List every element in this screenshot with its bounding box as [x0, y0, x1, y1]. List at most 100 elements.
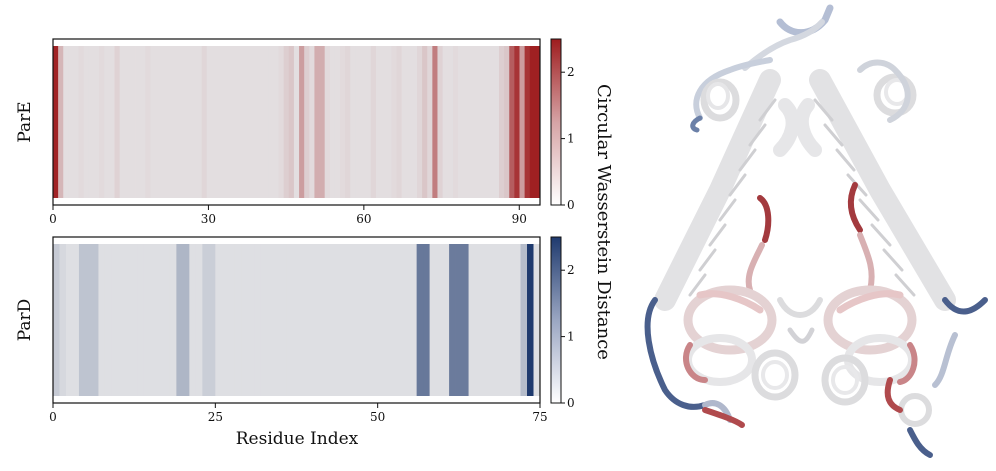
- pare-heatmap-cell: [268, 46, 274, 198]
- pare-x-tick-label: 0: [49, 212, 57, 226]
- pare-heatmap-cell: [365, 46, 372, 198]
- pard-heatmap-cell: [202, 244, 210, 396]
- pare-heatmap-cell: [452, 46, 459, 198]
- pare-heatmap-cell: [437, 46, 443, 198]
- pare-heatmap-cell: [176, 46, 182, 198]
- pard-heatmap-cell: [182, 244, 190, 396]
- pard-heatmap-cell: [306, 244, 314, 396]
- pard-heatmap-cell: [156, 244, 164, 396]
- pare-heatmap-cell: [196, 46, 203, 198]
- pare-heatmap-cell: [334, 46, 341, 198]
- pard-heatmap-cell: [91, 244, 99, 396]
- pare-x-tick-label: 90: [512, 212, 527, 226]
- pare-heatmap-cell: [63, 46, 69, 198]
- pard-heatmap-cell: [507, 244, 515, 396]
- pard-heatmap-cell: [130, 244, 138, 396]
- pare-heatmap-cell: [422, 46, 428, 198]
- pard-heatmap-cell: [143, 244, 151, 396]
- pare-heatmap-cell: [529, 46, 536, 198]
- pard-xlabel: Residue Index: [236, 429, 359, 449]
- pard-x-tick-label: 50: [370, 410, 385, 424]
- pare-heatmap-cell: [457, 46, 464, 198]
- pard-heatmap-cell: [481, 244, 489, 396]
- pare-heatmap-cell: [242, 46, 249, 198]
- pare-heatmap-cell: [498, 46, 505, 198]
- pard-heatmap-cell: [124, 244, 132, 396]
- pare-colorbar-tick-label: 2: [567, 65, 575, 79]
- pard-colorbar: [550, 236, 562, 404]
- pard-heatmap-cell: [384, 244, 392, 396]
- pare-heatmap-cell: [386, 46, 392, 198]
- pare-plot-frame: [52, 38, 541, 206]
- pare-heatmap-cell: [411, 46, 418, 198]
- pare-heatmap-cell: [273, 46, 279, 198]
- pare-heatmap-cell: [375, 46, 382, 198]
- pard-heatmap-cell: [436, 244, 443, 396]
- pard-heatmap-cells: [53, 244, 541, 396]
- pard-heatmap-cell: [65, 244, 73, 396]
- pare-heatmap-cell: [211, 46, 218, 198]
- pard-heatmap-cell: [462, 244, 469, 396]
- pare-heatmap-cell: [299, 46, 305, 198]
- pare-heatmap-cell: [350, 46, 356, 198]
- pare-heatmap-cell: [99, 46, 105, 198]
- pare-heatmap-cell: [247, 46, 254, 198]
- pard-heatmap-cell: [241, 244, 249, 396]
- pard-heatmap-cell: [351, 244, 359, 396]
- pard-heatmap-cell: [299, 244, 307, 396]
- pare-heatmap-cell: [206, 46, 213, 198]
- pare-heatmap-cell: [345, 46, 351, 198]
- pare-heatmap-cell: [519, 46, 526, 198]
- pare-heatmap-cell: [381, 46, 387, 198]
- pare-heatmap-cell: [483, 46, 490, 198]
- pare-heatmap-cell: [432, 46, 438, 198]
- pare-heatmap-cell: [355, 46, 361, 198]
- pare-heatmap-cell: [309, 46, 315, 198]
- pard-heatmap-cell: [286, 244, 294, 396]
- pard-heatmap-cell: [208, 244, 216, 396]
- pare-heatmap-cell: [396, 46, 402, 198]
- pare-heatmap-cell: [288, 46, 295, 198]
- pare-heatmap-cell: [263, 46, 269, 198]
- pard-heatmap-cell: [449, 244, 456, 396]
- pare-heatmap-cell: [416, 46, 423, 198]
- pard-heatmap-cell: [527, 244, 534, 396]
- pare-heatmap-cell: [329, 46, 336, 198]
- pard-heatmap-cell: [468, 244, 476, 396]
- pare-colorbar: [550, 38, 562, 206]
- pare-heatmap-cell: [83, 46, 90, 198]
- pard-heatmap-cell: [195, 244, 203, 396]
- pard-heatmap-cell: [390, 244, 398, 396]
- pard-colorbar-tick-label: 0: [567, 396, 575, 410]
- pare-heatmap-cell: [427, 46, 433, 198]
- pare-heatmap-cell: [314, 46, 320, 198]
- pard-heatmap-cell: [423, 244, 431, 396]
- pare-colorbar-ticks: 0 1 2: [561, 65, 575, 212]
- pare-heatmap-cell: [324, 46, 331, 198]
- pard-heatmap-cell: [345, 244, 353, 396]
- pard-heatmap-cell: [377, 244, 385, 396]
- pare-heatmap-cell: [252, 46, 259, 198]
- pard-heatmap-cell: [150, 244, 158, 396]
- pard-plot-frame: [52, 236, 541, 404]
- pare-heatmap-cell: [124, 46, 131, 198]
- pare-heatmap-cell: [478, 46, 485, 198]
- pard-colorbar-ticks: 0 1 2: [561, 263, 575, 410]
- pard-heatmap-cell: [117, 244, 125, 396]
- pare-colorbar-tick-label: 0: [567, 198, 575, 212]
- pard-heatmap-cell: [514, 244, 521, 396]
- pard-heatmap-cell: [111, 244, 119, 396]
- pare-heatmap-cell: [534, 46, 541, 198]
- pard-heatmap-cell: [312, 244, 320, 396]
- pard-heatmap-cell: [78, 244, 86, 396]
- pare-heatmap-cell: [201, 46, 208, 198]
- pare-heatmap-cell: [406, 46, 413, 198]
- pard-heatmap-cell: [488, 244, 495, 396]
- pare-heatmap-cell: [504, 46, 510, 198]
- pare-heatmap-cell: [401, 46, 408, 198]
- pare-heatmap-cell: [160, 46, 167, 198]
- pare-heatmap-cell: [53, 46, 59, 198]
- pard-heatmap-cell: [533, 244, 541, 396]
- pard-heatmap-cell: [332, 244, 340, 396]
- pare-heatmap-cell: [68, 46, 74, 198]
